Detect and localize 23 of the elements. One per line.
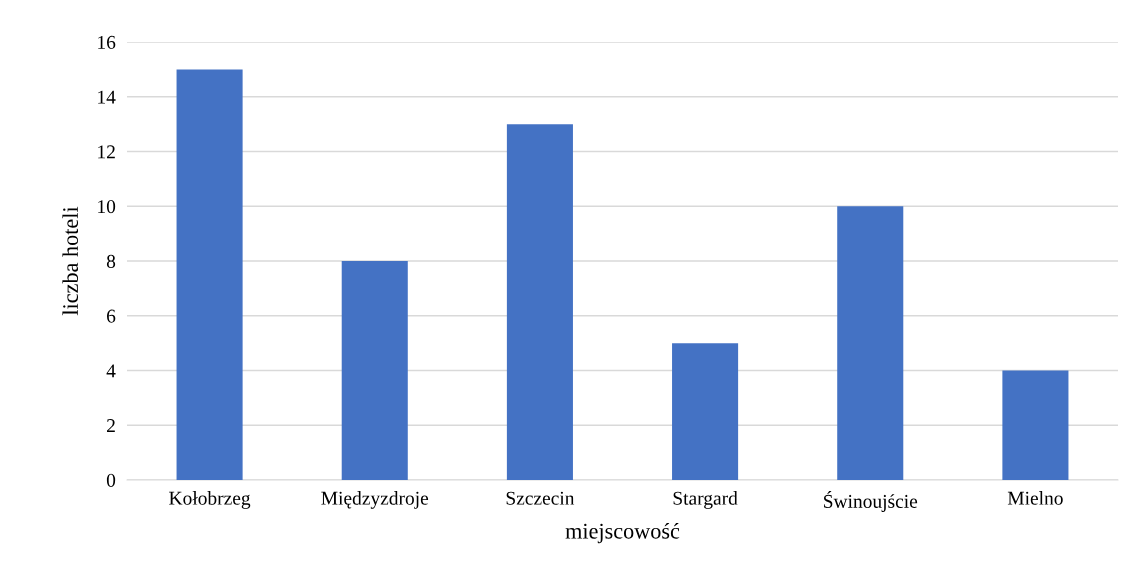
bar: [506, 124, 573, 480]
bar: [1002, 370, 1069, 480]
y-tick-label: 6: [107, 309, 116, 323]
x-tick-label: Kołobrzeg: [169, 491, 251, 509]
y-tick-label: 2: [107, 419, 115, 432]
x-tick-label: Świnoujście: [824, 491, 918, 512]
bar: [837, 206, 904, 480]
x-axis-title: miejscowość: [565, 522, 680, 544]
y-tick-label: 12: [98, 145, 115, 159]
bar: [672, 343, 739, 480]
y-tick-label: 8: [106, 254, 116, 268]
y-tick-label: 0: [106, 473, 116, 487]
y-tick-label: 14: [98, 90, 116, 104]
x-tick-label: Stargard: [673, 491, 738, 509]
y-tick-label: 16: [98, 35, 116, 49]
bar: [341, 261, 408, 480]
y-tick-label: 4: [106, 364, 116, 378]
x-tick-label: Mielno: [1007, 491, 1063, 505]
x-tick-label: Szczecin: [506, 491, 575, 505]
y-axis-title: liczba hoteli: [62, 206, 79, 316]
x-tick-label: Międzyzdroje: [321, 491, 429, 509]
y-tick-label: 10: [98, 200, 116, 214]
bar: [176, 69, 243, 480]
